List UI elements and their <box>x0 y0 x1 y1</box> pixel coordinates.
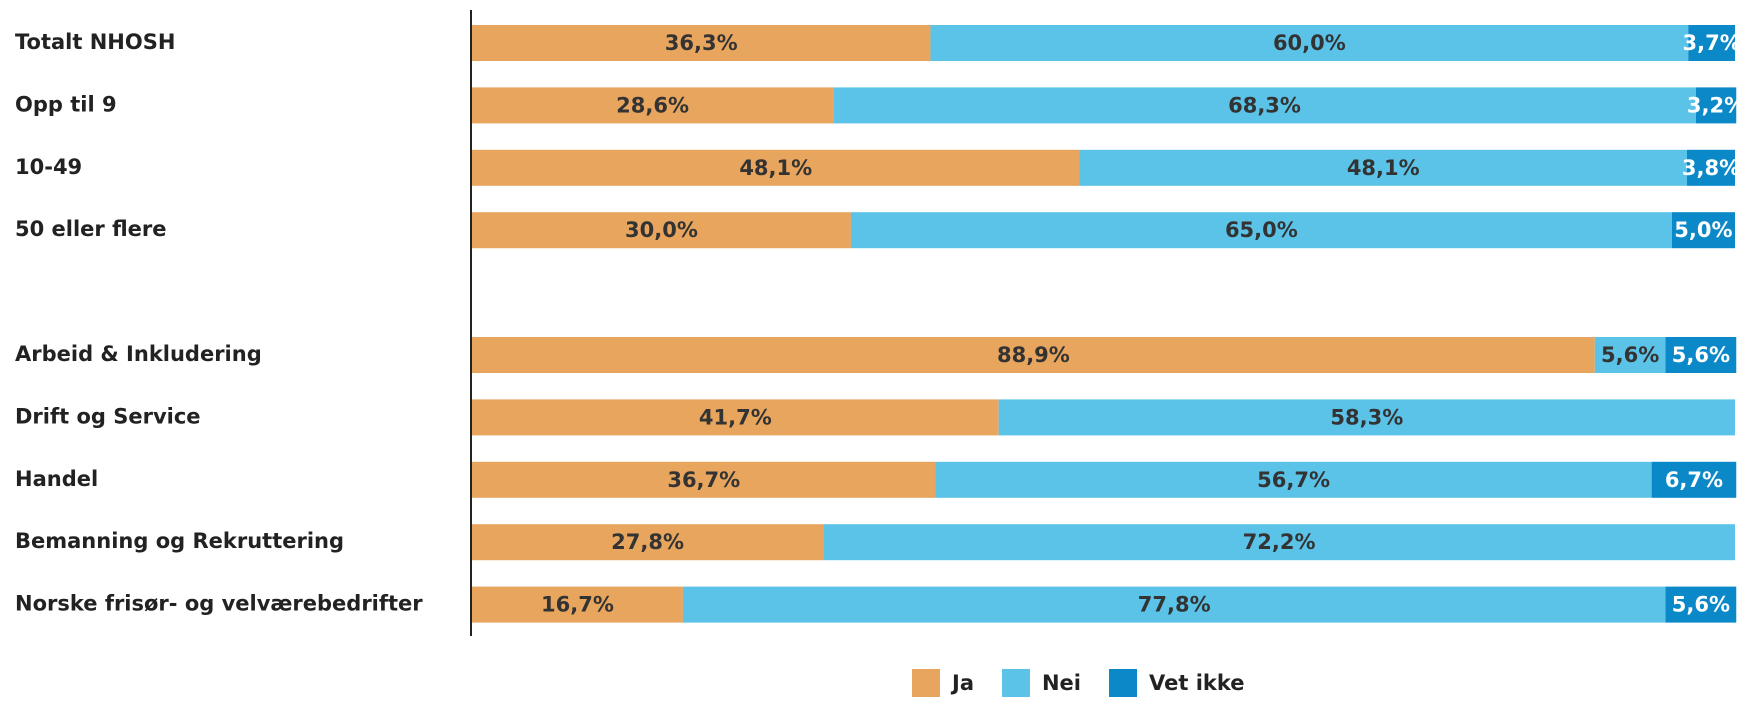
value-label: 77,8% <box>1138 593 1211 617</box>
value-label: 48,1% <box>739 156 812 180</box>
category-label: Norske frisør- og velværebedrifter <box>15 592 423 616</box>
category-label: Totalt NHOSH <box>15 30 175 54</box>
bar-segment <box>998 399 1735 436</box>
bar-segment <box>1665 337 1737 373</box>
bar-segment <box>1594 337 1666 373</box>
value-label: 5,6% <box>1601 343 1659 367</box>
bar-segment <box>1671 212 1735 249</box>
legend-swatch <box>912 669 940 697</box>
bar-segment <box>1651 461 1737 498</box>
bar-segment <box>472 87 834 124</box>
value-label: 3,8% <box>1682 156 1740 180</box>
bar-segment <box>472 399 999 436</box>
bar-segment <box>472 461 936 498</box>
value-label: 16,7% <box>541 593 614 617</box>
bar-segment <box>1688 25 1735 61</box>
category-label: Bemanning og Rekruttering <box>15 529 344 553</box>
bar-segment <box>682 586 1666 623</box>
category-label: Drift og Service <box>15 404 201 428</box>
category-label: Arbeid & Inkludering <box>15 342 262 366</box>
value-label: 28,6% <box>616 93 689 117</box>
value-label: 72,2% <box>1243 530 1316 554</box>
value-label: 60,0% <box>1273 31 1346 55</box>
value-label: 56,7% <box>1257 468 1330 492</box>
value-label: 30,0% <box>625 218 698 242</box>
bar-segment <box>472 149 1080 186</box>
value-label: 58,3% <box>1330 405 1403 429</box>
bar-segment <box>1687 149 1735 186</box>
category-label: 10-49 <box>15 155 82 179</box>
bar-segment <box>1079 149 1688 186</box>
value-label: 65,0% <box>1225 218 1298 242</box>
legend-swatch <box>1109 669 1138 697</box>
bar-segment <box>472 212 851 249</box>
bar-segment <box>823 524 1735 561</box>
bar-segment <box>1665 586 1737 623</box>
value-label: 5,0% <box>1674 218 1732 242</box>
value-label: 48,1% <box>1347 156 1420 180</box>
category-label: 50 eller flere <box>15 217 167 241</box>
bar-segment <box>930 25 1689 61</box>
bar-segment <box>472 524 824 561</box>
bar-segment <box>472 586 683 623</box>
bar-segment <box>935 461 1652 498</box>
legend-label: Nei <box>1042 671 1081 695</box>
value-label: 5,6% <box>1672 593 1730 617</box>
value-label: 88,9% <box>997 343 1070 367</box>
bar-segment <box>833 87 1696 124</box>
value-label: 6,7% <box>1665 468 1723 492</box>
value-label: 27,8% <box>611 530 684 554</box>
legend-label: Vet ikke <box>1149 671 1245 695</box>
value-label: 41,7% <box>699 405 772 429</box>
value-label: 36,7% <box>667 468 740 492</box>
category-label: Handel <box>15 467 98 491</box>
value-label: 68,3% <box>1228 93 1301 117</box>
value-label: 5,6% <box>1672 343 1730 367</box>
bar-segment <box>472 337 1595 373</box>
category-label: Opp til 9 <box>15 92 117 116</box>
value-label: 3,7% <box>1683 31 1741 55</box>
legend-swatch <box>1001 669 1030 697</box>
bar-segment <box>1695 87 1737 124</box>
value-label: 36,3% <box>665 31 738 55</box>
bar-segment <box>850 212 1672 249</box>
legend-label: Ja <box>950 671 974 695</box>
bar-segment <box>472 25 931 61</box>
value-label: 3,2% <box>1687 93 1745 117</box>
